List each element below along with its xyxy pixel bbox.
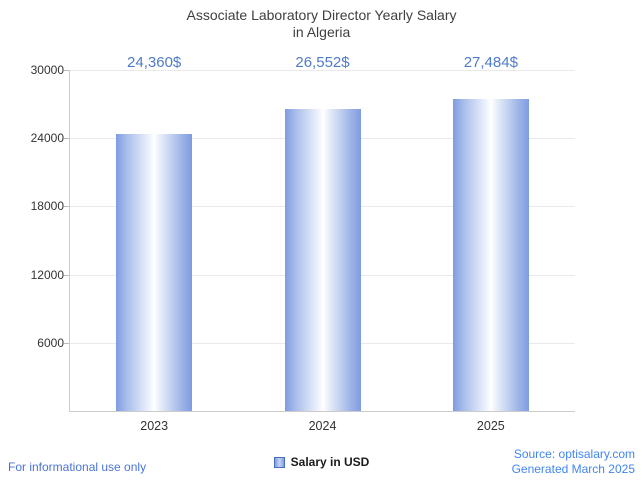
- plot-area: [69, 70, 575, 412]
- y-axis-tick: [64, 206, 69, 208]
- y-axis-label: 30000: [30, 63, 64, 77]
- bar-2023: [116, 134, 193, 411]
- y-axis-label: 18000: [30, 199, 64, 214]
- chart-title: Associate Laboratory Director Yearly Sal…: [0, 7, 643, 41]
- y-axis-tick: [64, 138, 69, 140]
- chart-legend: Salary in USD: [0, 455, 643, 469]
- y-axis-tick: [64, 274, 69, 276]
- y-axis-label: 6000: [37, 335, 64, 350]
- y-axis-label: 24000: [30, 131, 64, 146]
- chart-title-line2: in Algeria: [292, 24, 351, 40]
- disclaimer-text: For informational use only: [8, 460, 147, 474]
- bar-value-label: 24,360$: [127, 54, 182, 71]
- y-axis-tick: [64, 70, 69, 71]
- x-axis-label: 2023: [140, 419, 169, 433]
- legend-swatch-icon: [273, 456, 285, 468]
- bar-2025: [452, 98, 529, 411]
- generated-date: Generated March 2025: [511, 462, 635, 476]
- y-axis-label: 12000: [30, 267, 64, 282]
- legend-label: Salary in USD: [290, 455, 370, 469]
- bar-value-label: 26,552$: [295, 54, 350, 71]
- bar-value-label: 27,484$: [463, 54, 518, 71]
- source-block: Source: optisalary.com Generated March 2…: [512, 447, 635, 477]
- chart-title-line1: Associate Laboratory Director Yearly Sal…: [186, 7, 457, 23]
- x-axis-label: 2025: [476, 419, 505, 433]
- y-axis-line: [69, 70, 70, 411]
- bar-2024: [284, 109, 361, 411]
- x-axis-label: 2024: [308, 419, 337, 433]
- y-axis-tick: [64, 342, 69, 344]
- gridline: [70, 70, 575, 71]
- x-axis-line: [69, 411, 575, 412]
- source-link[interactable]: Source: optisalary.com: [513, 447, 635, 461]
